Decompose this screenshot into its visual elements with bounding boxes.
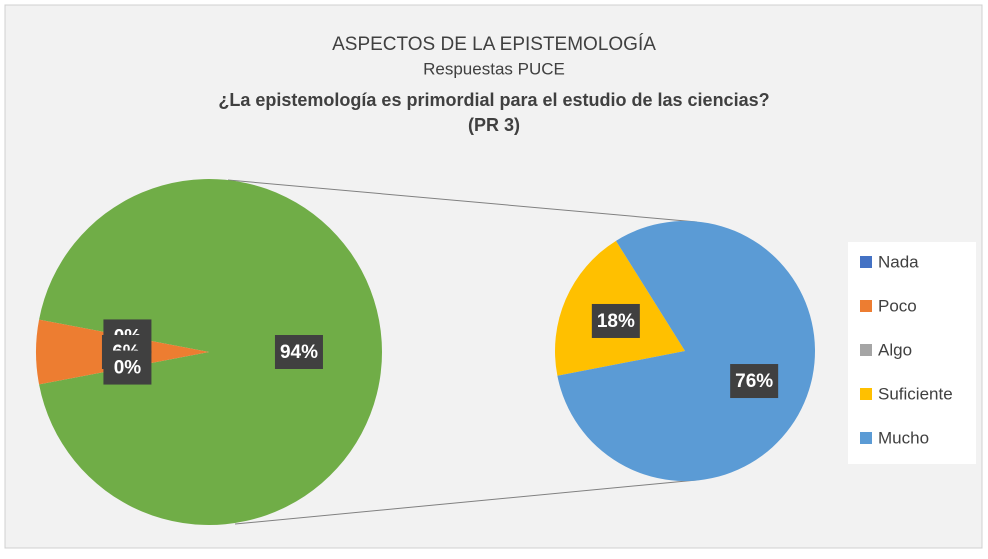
data-label: 94% bbox=[280, 342, 318, 363]
legend-swatch bbox=[860, 300, 872, 312]
data-label: 0% bbox=[114, 358, 142, 379]
legend-label: Mucho bbox=[878, 428, 929, 447]
data-label: 76% bbox=[735, 371, 773, 392]
data-label-box bbox=[730, 364, 779, 399]
legend-swatch bbox=[860, 344, 872, 356]
legend-label: Algo bbox=[878, 340, 912, 359]
data-label-box bbox=[274, 335, 323, 369]
legend-label: Nada bbox=[878, 252, 919, 271]
legend-label: Poco bbox=[878, 296, 917, 315]
pie-slice bbox=[39, 178, 382, 525]
data-label-box bbox=[591, 303, 640, 338]
chart-subtitle: Respuestas PUCE bbox=[423, 59, 565, 78]
data-label-box bbox=[103, 350, 152, 385]
connector bbox=[227, 179, 698, 223]
chart-question: ¿La epistemología es primordial para el … bbox=[218, 90, 769, 110]
pie-slice bbox=[557, 220, 815, 481]
legend-swatch bbox=[860, 432, 872, 444]
chart-code: (PR 3) bbox=[468, 115, 520, 135]
plot: 76%18%0%6%0%94%NadaPocoAlgoSuficienteMuc… bbox=[35, 178, 976, 525]
chart-title: ASPECTOS DE LA EPISTEMOLOGÍA bbox=[332, 34, 656, 55]
legend-swatch bbox=[860, 388, 872, 400]
connector bbox=[234, 479, 698, 525]
legend-swatch bbox=[860, 256, 872, 268]
data-label: 18% bbox=[597, 311, 635, 332]
legend-label: Suficiente bbox=[878, 384, 953, 403]
